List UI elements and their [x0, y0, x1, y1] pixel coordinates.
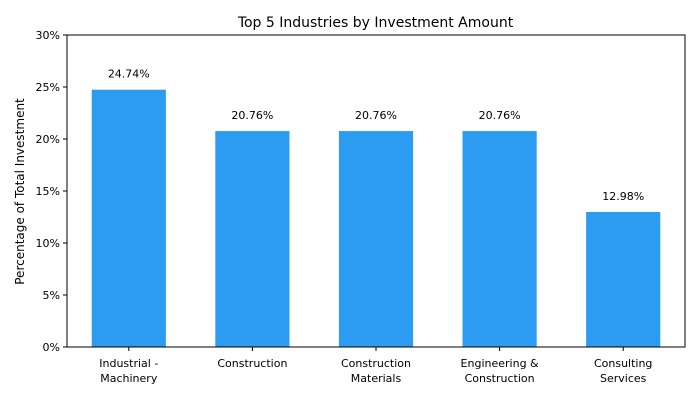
x-tick-label-line: Construction [217, 357, 287, 370]
x-tick-label: Consulting Services [594, 357, 652, 385]
data-label: 12.98% [602, 190, 644, 203]
x-tick-label-line: Engineering & [461, 357, 539, 370]
x-tick-label-line: Consulting [594, 357, 652, 370]
x-tick-label: Construction Materials [341, 357, 411, 385]
y-tick-label: 5% [43, 289, 60, 302]
data-label: 24.74% [108, 68, 150, 81]
chart-title: Top 5 Industries by Investment Amount [237, 15, 514, 31]
bar [586, 212, 661, 347]
bar [91, 89, 166, 347]
bar [338, 131, 414, 347]
x-tick-label: Industrial - Machinery [99, 357, 158, 385]
x-tick-label-line: Construction [465, 372, 535, 385]
y-axis-label: Percentage of Total Investment [13, 98, 27, 285]
data-label: 20.76% [479, 109, 521, 122]
x-tick-label: Construction [217, 357, 287, 370]
bar [215, 131, 290, 347]
y-tick-label: 15% [36, 185, 60, 198]
x-tick-label-line: Materials [351, 372, 402, 385]
x-tick-label-line: Construction [341, 357, 411, 370]
y-tick-label: 0% [43, 341, 60, 354]
bar [462, 131, 537, 347]
x-tick-label-line: Machinery [100, 372, 158, 385]
y-tick-label: 25% [36, 81, 60, 94]
x-tick-label: Engineering & Construction [461, 357, 539, 385]
plot-frame [66, 34, 686, 348]
data-label: 20.76% [355, 109, 397, 122]
plot-area: 24.74% 20.76% 20.76% 20.76% 12.98% 0% 5% 10% 15%… [36, 29, 686, 385]
x-tick-label-line: Services [600, 372, 647, 385]
y-tick-label: 20% [36, 133, 60, 146]
data-label: 20.76% [231, 109, 273, 122]
y-tick-label: 30% [36, 29, 60, 42]
x-tick-label-line: Industrial - [99, 357, 158, 370]
y-tick-label: 10% [36, 237, 60, 250]
